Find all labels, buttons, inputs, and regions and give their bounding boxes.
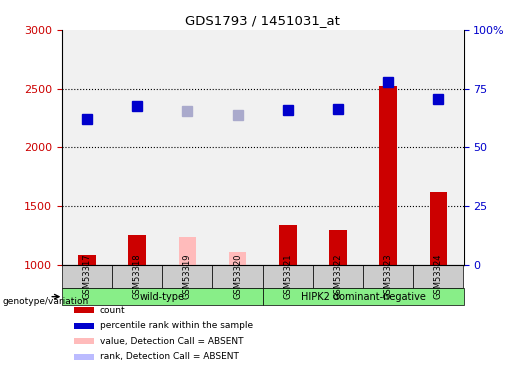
Bar bbox=[179, 237, 196, 265]
Text: GSM53323: GSM53323 bbox=[384, 254, 392, 299]
Bar bbox=[363, 30, 413, 265]
Text: count: count bbox=[100, 306, 126, 315]
Text: HIPK2 dominant-negative: HIPK2 dominant-negative bbox=[301, 292, 425, 302]
Bar bbox=[229, 252, 246, 265]
Bar bbox=[279, 225, 297, 265]
Bar bbox=[212, 30, 263, 265]
Bar bbox=[128, 236, 146, 265]
Bar bbox=[263, 265, 313, 288]
Bar bbox=[313, 30, 363, 265]
Bar bbox=[363, 265, 413, 288]
Bar bbox=[263, 288, 464, 305]
Bar bbox=[413, 30, 464, 265]
Text: wild-type: wild-type bbox=[140, 292, 185, 302]
Bar bbox=[78, 255, 96, 265]
Text: GSM53318: GSM53318 bbox=[133, 254, 142, 299]
Text: rank, Detection Call = ABSENT: rank, Detection Call = ABSENT bbox=[100, 352, 239, 362]
Bar bbox=[74, 354, 94, 360]
Bar bbox=[380, 86, 397, 265]
Text: percentile rank within the sample: percentile rank within the sample bbox=[100, 321, 253, 330]
Bar bbox=[74, 307, 94, 313]
Bar bbox=[430, 192, 447, 265]
Bar bbox=[313, 265, 363, 288]
Bar bbox=[112, 265, 162, 288]
Bar bbox=[74, 338, 94, 344]
Text: value, Detection Call = ABSENT: value, Detection Call = ABSENT bbox=[100, 337, 244, 346]
Bar bbox=[74, 322, 94, 329]
Bar bbox=[162, 30, 212, 265]
Text: GSM53322: GSM53322 bbox=[334, 254, 342, 299]
Text: genotype/variation: genotype/variation bbox=[3, 297, 89, 306]
Bar bbox=[413, 265, 464, 288]
Bar bbox=[112, 30, 162, 265]
Text: GSM53321: GSM53321 bbox=[283, 254, 292, 299]
Bar bbox=[62, 30, 112, 265]
Bar bbox=[62, 288, 263, 305]
Bar bbox=[329, 230, 347, 265]
Text: GSM53320: GSM53320 bbox=[233, 254, 242, 299]
Text: GSM53317: GSM53317 bbox=[82, 254, 91, 299]
Bar bbox=[162, 265, 212, 288]
Text: GSM53319: GSM53319 bbox=[183, 254, 192, 299]
Title: GDS1793 / 1451031_at: GDS1793 / 1451031_at bbox=[185, 15, 340, 27]
Text: GSM53324: GSM53324 bbox=[434, 254, 443, 299]
Bar bbox=[212, 265, 263, 288]
Bar bbox=[263, 30, 313, 265]
Bar bbox=[62, 265, 112, 288]
